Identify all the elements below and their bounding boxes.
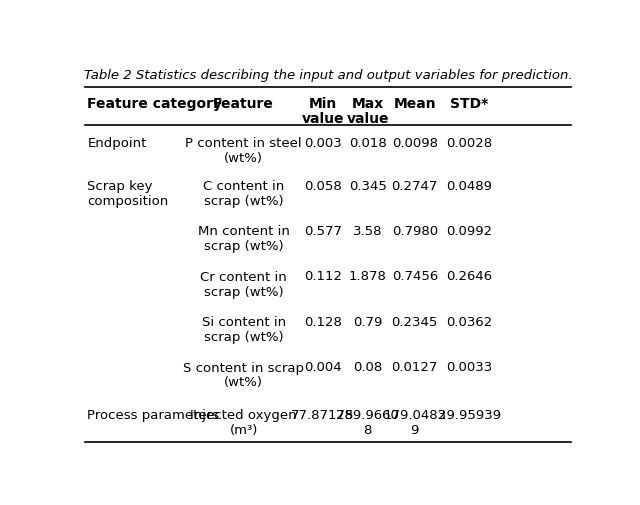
Text: C content in: C content in — [203, 180, 284, 192]
Text: 179.0483: 179.0483 — [383, 408, 446, 421]
Text: 0.08: 0.08 — [353, 361, 382, 374]
Text: 0.128: 0.128 — [304, 315, 342, 328]
Text: scrap (wt%): scrap (wt%) — [204, 330, 284, 343]
Text: (m³): (m³) — [230, 423, 258, 436]
Text: 0.2646: 0.2646 — [446, 270, 492, 283]
Text: 3.58: 3.58 — [353, 225, 383, 237]
Text: (wt%): (wt%) — [224, 152, 263, 165]
Text: Table 2 Statistics describing the input and output variables for prediction.: Table 2 Statistics describing the input … — [84, 69, 572, 82]
Text: Min: Min — [309, 96, 337, 111]
Text: Endpoint: Endpoint — [88, 136, 147, 149]
Text: 0.003: 0.003 — [304, 136, 342, 149]
Text: 0.2747: 0.2747 — [392, 179, 438, 192]
Text: 77.87175: 77.87175 — [291, 408, 355, 421]
Text: 0.112: 0.112 — [304, 270, 342, 283]
Text: Mean: Mean — [394, 96, 436, 111]
Text: 1.878: 1.878 — [349, 270, 387, 283]
Text: 0.0489: 0.0489 — [446, 179, 492, 192]
Text: 8: 8 — [364, 423, 372, 436]
Text: 289.9660: 289.9660 — [336, 408, 399, 421]
Text: 0.0362: 0.0362 — [446, 315, 493, 328]
Text: 0.79: 0.79 — [353, 315, 382, 328]
Text: 0.0033: 0.0033 — [446, 361, 493, 374]
Text: Mn content in: Mn content in — [198, 225, 290, 238]
Text: Feature category: Feature category — [88, 96, 223, 111]
Text: 0.2345: 0.2345 — [392, 315, 438, 328]
Text: 0.058: 0.058 — [304, 179, 342, 192]
Text: Process parameters: Process parameters — [88, 408, 220, 421]
Text: scrap (wt%): scrap (wt%) — [204, 285, 284, 298]
Text: scrap (wt%): scrap (wt%) — [204, 194, 284, 207]
Text: S content in scrap: S content in scrap — [183, 361, 304, 374]
Text: Feature: Feature — [213, 96, 274, 111]
Text: (wt%): (wt%) — [224, 376, 263, 389]
Text: Cr content in: Cr content in — [200, 270, 287, 283]
Text: 0.7980: 0.7980 — [392, 225, 438, 237]
Text: P content in steel: P content in steel — [186, 137, 302, 149]
Text: 0.7456: 0.7456 — [392, 270, 438, 283]
Text: STD*: STD* — [450, 96, 488, 111]
Text: 0.0028: 0.0028 — [446, 136, 492, 149]
Text: composition: composition — [88, 194, 169, 207]
Text: 9: 9 — [411, 423, 419, 436]
Text: 0.345: 0.345 — [349, 179, 387, 192]
Text: Si content in: Si content in — [202, 316, 285, 329]
Text: 29.95939: 29.95939 — [438, 408, 501, 421]
Text: Scrap key: Scrap key — [88, 180, 153, 192]
Text: 0.004: 0.004 — [304, 361, 342, 374]
Text: value: value — [346, 112, 389, 126]
Text: value: value — [302, 112, 344, 126]
Text: 0.577: 0.577 — [304, 225, 342, 237]
Text: 0.0098: 0.0098 — [392, 136, 438, 149]
Text: scrap (wt%): scrap (wt%) — [204, 240, 284, 252]
Text: 0.0127: 0.0127 — [392, 361, 438, 374]
Text: 0.018: 0.018 — [349, 136, 387, 149]
Text: Max: Max — [351, 96, 384, 111]
Text: Injected oxygen: Injected oxygen — [190, 408, 297, 421]
Text: 0.0992: 0.0992 — [446, 225, 492, 237]
